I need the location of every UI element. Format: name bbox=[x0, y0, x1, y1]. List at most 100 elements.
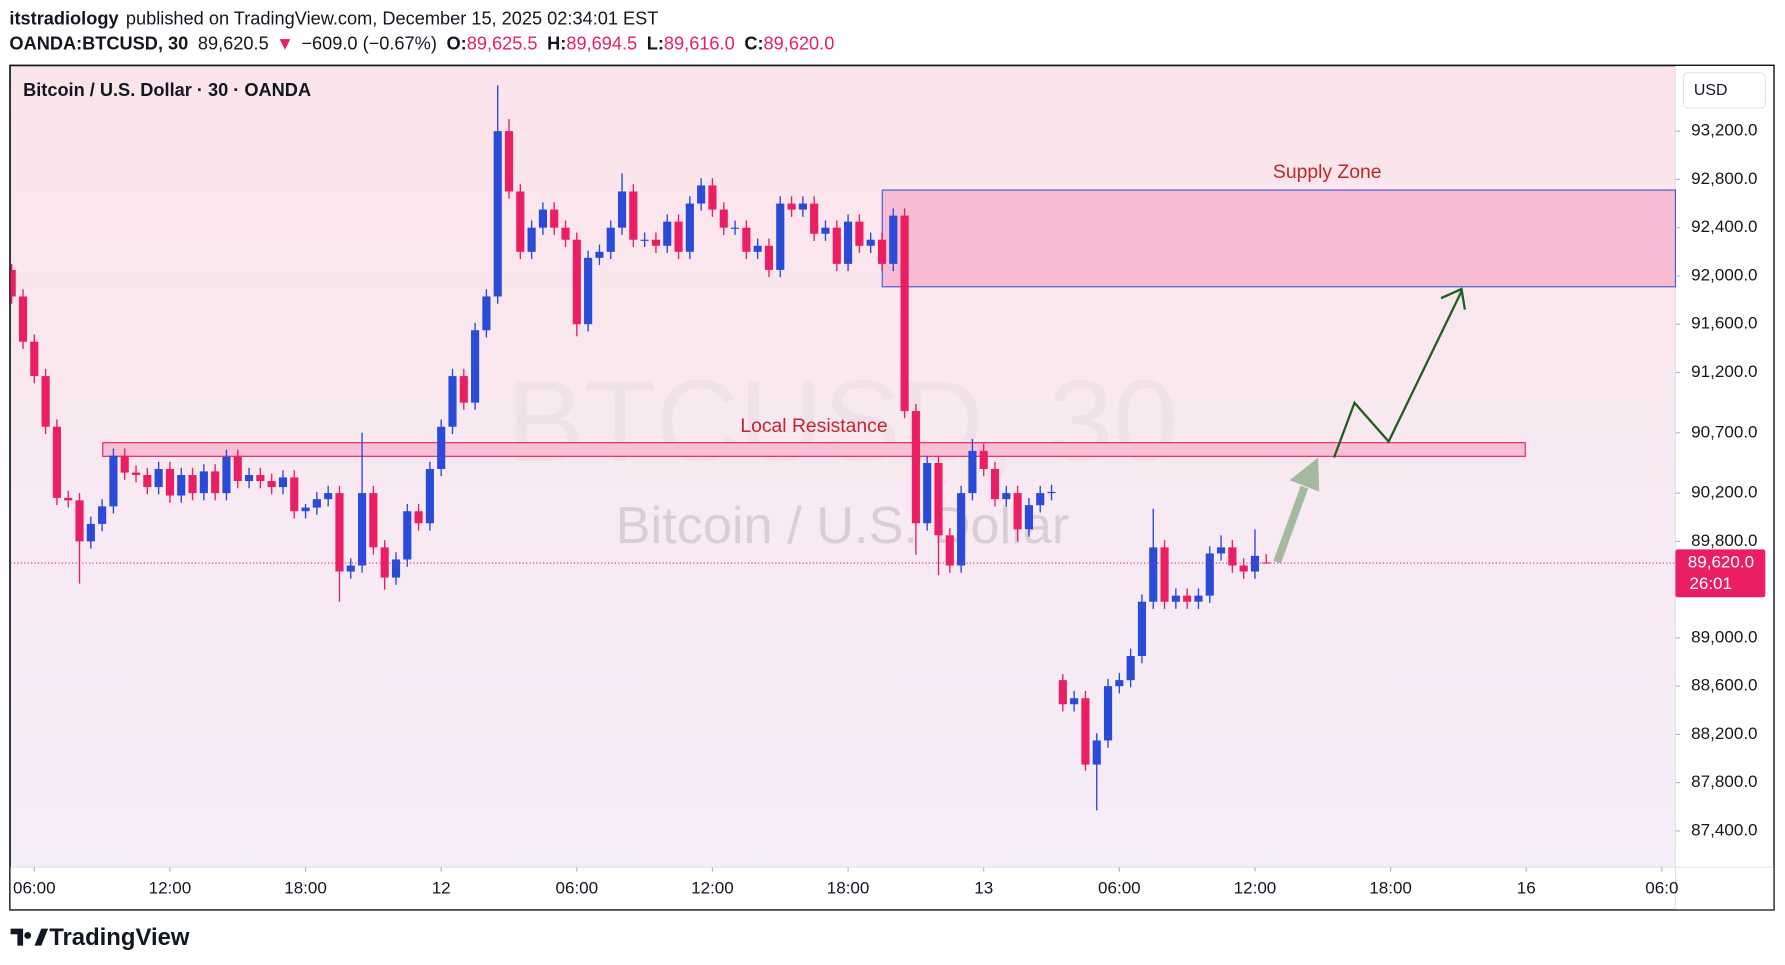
x-tick-label: 06:00 bbox=[555, 878, 598, 897]
price-axis bbox=[1675, 66, 1774, 910]
candle-body bbox=[222, 456, 231, 494]
candle-body bbox=[1013, 493, 1022, 530]
candle-body bbox=[1092, 740, 1101, 765]
candle-body bbox=[414, 511, 423, 524]
candle-body bbox=[188, 475, 197, 494]
candle-body bbox=[1002, 493, 1011, 500]
candle-body bbox=[425, 468, 434, 524]
ohlc-label: H: bbox=[547, 33, 566, 53]
last-price-label: 89,620.0 bbox=[1688, 553, 1754, 572]
candle-body bbox=[1115, 680, 1124, 687]
candle-body bbox=[244, 475, 254, 482]
candle-body bbox=[1160, 547, 1169, 602]
candle-body bbox=[584, 257, 593, 325]
candle-body bbox=[109, 455, 118, 507]
candle-body bbox=[1171, 595, 1180, 602]
currency-button[interactable] bbox=[1682, 72, 1766, 109]
candle-body bbox=[335, 493, 344, 572]
candle-body bbox=[606, 227, 615, 252]
candle-body bbox=[278, 477, 288, 488]
last-price: 89,620.5 bbox=[198, 33, 269, 53]
header-line: itstradiology published on TradingView.c… bbox=[9, 8, 658, 28]
candle-body bbox=[730, 227, 740, 229]
candle-body bbox=[1183, 595, 1192, 602]
ohlc-label: O: bbox=[447, 33, 467, 53]
plot-area bbox=[10, 85, 1271, 811]
x-tick-label: 18:00 bbox=[827, 878, 870, 897]
candle-body bbox=[75, 500, 84, 542]
candle-body bbox=[493, 131, 502, 297]
annotation: Local Resistance bbox=[740, 415, 887, 437]
candle-body bbox=[979, 450, 988, 469]
candle-body bbox=[832, 227, 841, 264]
candle-body bbox=[911, 411, 920, 524]
candle-body bbox=[968, 450, 977, 494]
y-tick-label: 90,700.0 bbox=[1691, 422, 1757, 441]
y-tick-label: 87,800.0 bbox=[1691, 772, 1757, 791]
candle-body bbox=[866, 239, 875, 246]
candle-body bbox=[1058, 680, 1067, 705]
candle-body bbox=[448, 376, 457, 427]
candle-body bbox=[10, 269, 16, 297]
candle-body bbox=[945, 535, 954, 566]
candle-body bbox=[199, 471, 208, 494]
candle-body bbox=[1228, 547, 1237, 566]
candle-body bbox=[437, 426, 446, 469]
projection-arrow-head bbox=[1289, 457, 1320, 492]
change-arrow: ▼ bbox=[276, 33, 294, 53]
y-tick-label: 90,200.0 bbox=[1691, 483, 1757, 502]
candle-body bbox=[708, 185, 717, 210]
candle-body bbox=[41, 376, 50, 427]
candle-body bbox=[391, 559, 401, 578]
candle-body bbox=[504, 131, 514, 192]
candle-body bbox=[516, 191, 525, 252]
x-tick-label: 12:00 bbox=[1234, 878, 1277, 897]
candle-body bbox=[290, 477, 299, 512]
candle-body bbox=[267, 481, 276, 488]
y-tick-label: 92,000.0 bbox=[1691, 265, 1757, 284]
candle-body bbox=[380, 547, 389, 578]
candle-body bbox=[561, 227, 570, 240]
ohlc-value: 89,694.5 bbox=[566, 33, 637, 53]
candle-body bbox=[482, 296, 491, 331]
candle-body bbox=[651, 239, 661, 246]
candle-body bbox=[165, 468, 175, 496]
candle-body bbox=[211, 471, 220, 494]
candle-body bbox=[1024, 505, 1033, 530]
candle-body bbox=[550, 209, 559, 228]
candle-body bbox=[1239, 565, 1248, 572]
candle-body bbox=[324, 493, 333, 500]
candle-body bbox=[1137, 601, 1147, 656]
x-tick-label: 16 bbox=[1517, 878, 1536, 897]
candle-body bbox=[844, 221, 853, 264]
last-price-tag bbox=[1675, 549, 1766, 598]
candle-body bbox=[1262, 562, 1271, 564]
candle-body bbox=[889, 215, 898, 264]
publisher: itstradiology bbox=[9, 8, 119, 28]
bar-countdown: 26:01 bbox=[1689, 574, 1732, 593]
candle-body bbox=[403, 511, 412, 560]
y-tick-label: 92,800.0 bbox=[1691, 169, 1757, 188]
candle-body bbox=[154, 468, 163, 488]
x-tick-label: 12:00 bbox=[691, 878, 734, 897]
y-tick-label: 91,600.0 bbox=[1691, 314, 1757, 333]
y-tick-label: 91,200.0 bbox=[1691, 362, 1757, 381]
candle-body bbox=[1205, 553, 1214, 596]
candle-body bbox=[86, 523, 95, 542]
candle-body bbox=[855, 221, 864, 246]
candle-body bbox=[369, 493, 378, 548]
symbol-line: OANDA:BTCUSD, 30 89,620.5 ▼ −609.0 (−0.6… bbox=[9, 33, 834, 53]
x-tick-label: 12 bbox=[432, 878, 451, 897]
brand-logo bbox=[10, 928, 49, 946]
ohlc-label: C: bbox=[744, 33, 763, 53]
x-tick-label: 06:0 bbox=[1645, 878, 1678, 897]
chart-title: Bitcoin / U.S. Dollar · 30 · OANDA bbox=[23, 80, 311, 100]
candle-body bbox=[697, 185, 706, 204]
candle-body bbox=[810, 203, 819, 234]
candle-body bbox=[30, 341, 39, 377]
candle-body bbox=[459, 376, 468, 403]
candle-body bbox=[629, 191, 638, 240]
published: published on TradingView.com, December 1… bbox=[126, 8, 659, 28]
candle-body bbox=[923, 462, 932, 524]
candle-body bbox=[1081, 698, 1090, 765]
